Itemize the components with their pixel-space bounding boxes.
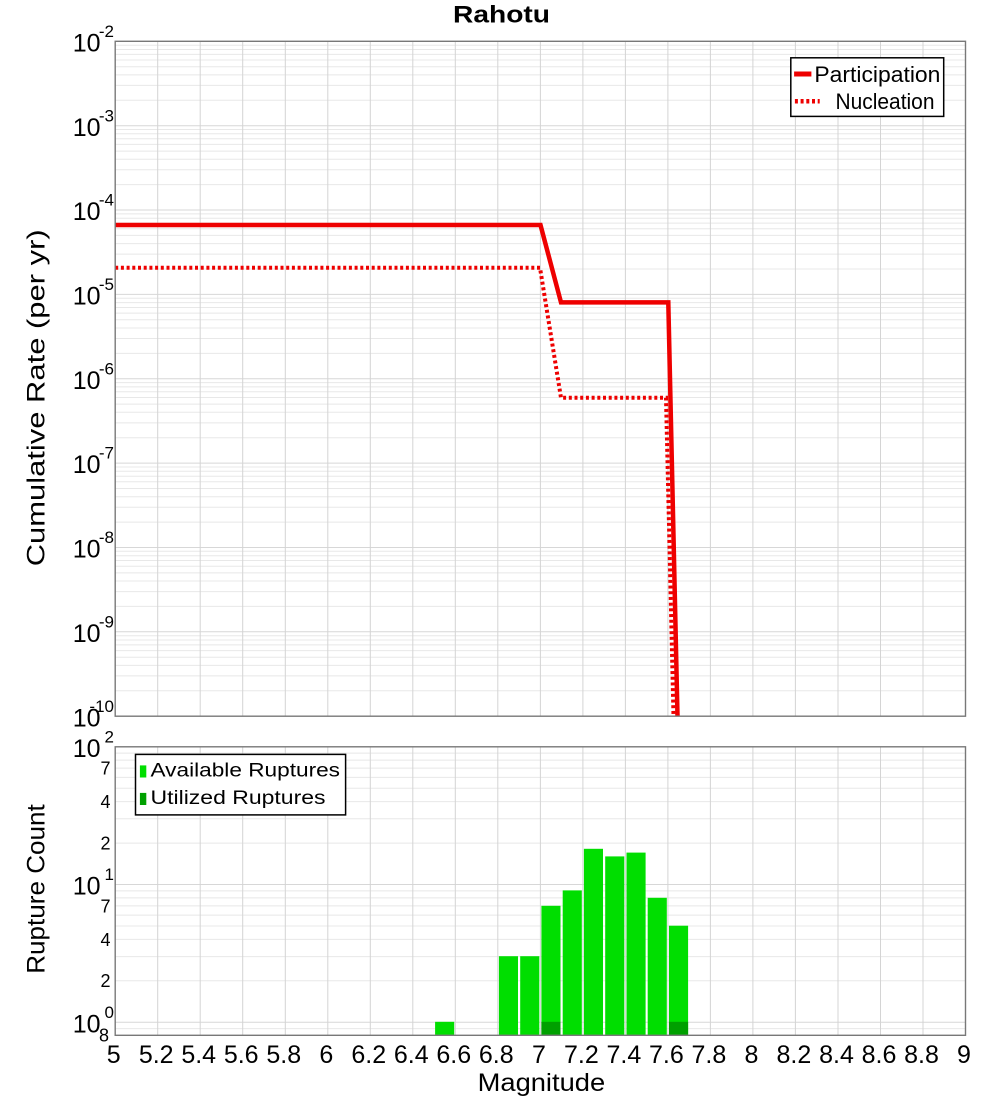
svg-text:6.6: 6.6 [436,1041,471,1069]
svg-text:10: 10 [73,198,101,226]
svg-text:7.4: 7.4 [607,1041,642,1069]
svg-text:Cumulative Rate (per yr): Cumulative Rate (per yr) [23,229,51,566]
svg-text:-10: -10 [89,697,114,716]
svg-text:10: 10 [73,620,101,648]
svg-text:Utilized Ruptures: Utilized Ruptures [151,788,326,809]
svg-text:7.2: 7.2 [564,1041,599,1069]
svg-text:5.2: 5.2 [139,1041,174,1069]
svg-text:8.4: 8.4 [819,1041,854,1069]
svg-text:7: 7 [532,1041,546,1069]
svg-text:-6: -6 [99,359,114,378]
svg-text:-7: -7 [99,444,114,463]
svg-text:10: 10 [73,114,101,142]
svg-text:6: 6 [319,1041,333,1069]
svg-text:2: 2 [100,971,110,991]
svg-text:-4: -4 [99,191,114,210]
svg-text:9: 9 [957,1041,971,1069]
svg-text:5.4: 5.4 [181,1041,216,1069]
svg-text:6.2: 6.2 [351,1041,386,1069]
svg-text:10: 10 [73,367,101,395]
svg-text:Magnitude: Magnitude [478,1069,606,1097]
svg-text:10: 10 [73,29,101,57]
svg-text:8.8: 8.8 [904,1041,939,1069]
svg-text:-9: -9 [99,612,114,631]
svg-text:Rahotu: Rahotu [453,2,550,29]
svg-text:6.4: 6.4 [394,1041,429,1069]
svg-text:2: 2 [100,834,110,854]
svg-text:5.8: 5.8 [266,1041,301,1069]
svg-text:8: 8 [744,1041,758,1069]
svg-text:1: 1 [105,865,114,884]
svg-text:10: 10 [73,735,101,763]
svg-text:Rupture Count: Rupture Count [23,804,51,974]
svg-text:8.2: 8.2 [777,1041,812,1069]
svg-text:7.6: 7.6 [649,1041,684,1069]
svg-text:-5: -5 [99,275,114,294]
svg-text:10: 10 [73,536,101,564]
svg-text:4: 4 [100,930,110,950]
svg-text:-8: -8 [99,528,114,547]
svg-text:Available Ruptures: Available Ruptures [151,761,341,782]
svg-text:8: 8 [99,1026,109,1046]
svg-text:2: 2 [105,727,114,746]
svg-text:-3: -3 [99,106,114,125]
svg-text:0: 0 [105,1003,114,1022]
svg-text:7.8: 7.8 [692,1041,727,1069]
svg-text:6.8: 6.8 [479,1041,514,1069]
svg-text:10: 10 [73,451,101,479]
svg-text:7: 7 [100,759,110,779]
svg-text:Nucleation: Nucleation [836,89,935,114]
svg-text:5.6: 5.6 [224,1041,259,1069]
svg-text:5: 5 [107,1041,121,1069]
svg-text:10: 10 [73,873,101,901]
svg-text:10: 10 [73,704,101,732]
svg-text:4: 4 [100,792,110,812]
svg-text:8.6: 8.6 [862,1041,897,1069]
svg-text:7: 7 [100,896,110,916]
svg-text:10: 10 [73,1010,101,1038]
svg-text:10: 10 [73,283,101,311]
svg-text:-2: -2 [99,22,114,41]
svg-text:Participation: Participation [814,62,940,87]
